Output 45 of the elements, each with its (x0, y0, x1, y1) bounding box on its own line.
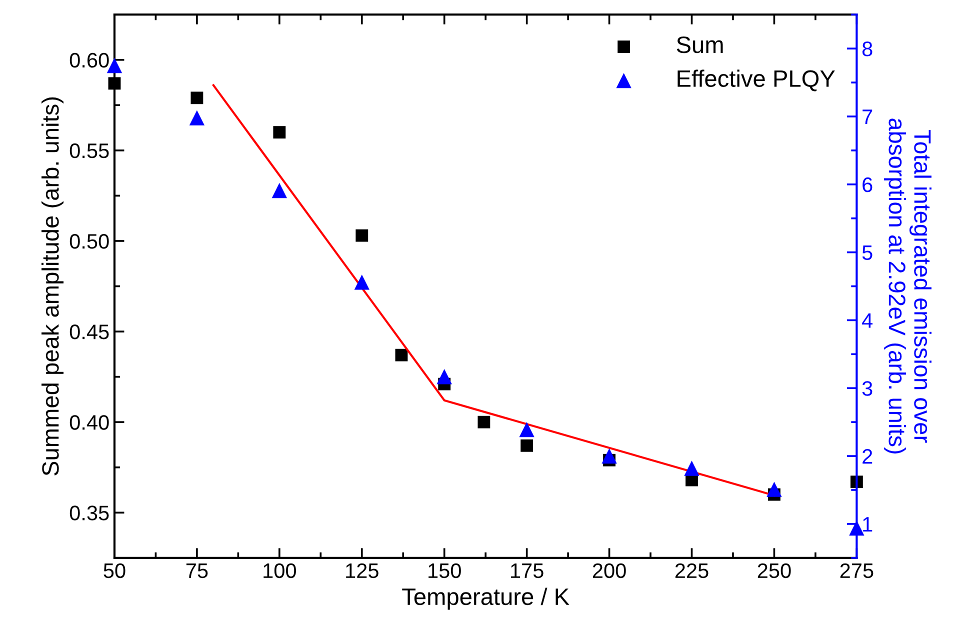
x-tick-label: 50 (104, 563, 126, 578)
x-tick-label: 125 (346, 563, 378, 578)
point (272, 182, 288, 198)
point (189, 110, 205, 126)
y2-tick-label: 3 (862, 381, 872, 396)
point (108, 77, 121, 90)
y2-tick-label: 5 (862, 246, 872, 260)
y-axis-title: Summed peak amplitude (arb. units) (42, 97, 64, 476)
point (354, 274, 370, 290)
y-tick-label: 0.60 (70, 52, 109, 68)
y2-axis-title: Total integrated emission over absorption at 2.92eV (arb. units) (884, 118, 932, 454)
y2-tick-label: 4 (862, 313, 873, 328)
legend-label: Sum (676, 36, 723, 54)
point (602, 448, 617, 464)
y2-tick-label: 7 (862, 110, 872, 124)
point (519, 422, 534, 438)
point (356, 229, 368, 242)
legend-label: Effective PLQY (678, 70, 835, 92)
x-tick-label: 75 (186, 564, 208, 578)
x-tick-label: 200 (592, 563, 626, 578)
y-tick-label: 0.55 (70, 143, 109, 158)
point (684, 460, 700, 476)
point (520, 439, 534, 452)
point (436, 368, 452, 384)
point (273, 126, 286, 139)
x-tick-label: 225 (675, 563, 708, 578)
x-tick-label: 275 (840, 563, 874, 578)
y-tick-label: 0.35 (70, 506, 109, 520)
point (766, 482, 782, 497)
y-tick-label: 0.50 (70, 234, 109, 249)
point (478, 416, 490, 428)
x-tick-label: 100 (264, 563, 296, 578)
x-tick-label: 150 (428, 563, 461, 578)
y2-tick-label: 8 (862, 42, 872, 56)
y2-tick-label: 2 (862, 449, 872, 464)
y-tick-label: 0.40 (70, 415, 109, 430)
x-axis-title: Temperature / K (402, 588, 570, 610)
x-tick-label: 175 (511, 564, 544, 578)
point (190, 92, 204, 104)
y2-tick-label: 6 (862, 177, 872, 192)
y-tick-label: 0.45 (70, 324, 109, 340)
y2-tick-label: 1 (863, 517, 872, 532)
point (395, 348, 408, 362)
x-tick-label: 250 (758, 563, 791, 578)
point (849, 520, 864, 536)
